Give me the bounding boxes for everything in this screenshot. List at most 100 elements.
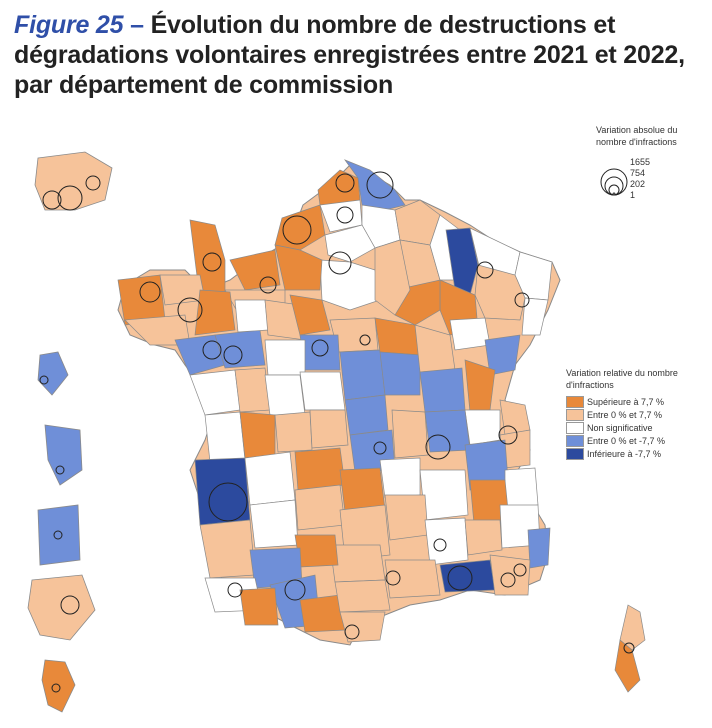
dept-calvados — [229, 249, 281, 291]
circle-bas-rhin — [514, 292, 530, 308]
circle-reunion — [60, 595, 80, 615]
dept-seine-et-marne — [374, 239, 411, 316]
legend-swatch-down — [566, 434, 584, 447]
dept-loire — [391, 409, 429, 459]
dept-creuse — [309, 409, 349, 449]
legend-abs-value-754: 754 — [630, 168, 646, 178]
circle-alpes-maritimes — [500, 572, 516, 588]
circle-maine-et-loire — [223, 345, 243, 365]
dept-vienne — [264, 374, 306, 416]
legend-absolute: Variation absolue du nombre d'infraction… — [596, 124, 706, 148]
legend-label-strong-down: Inférieure à -7,7 % — [587, 448, 662, 459]
dept-correze — [294, 447, 346, 491]
legend-circle-1655 — [600, 168, 628, 196]
legend-relative-title: Variation relative du nombre d'infractio… — [566, 368, 678, 390]
dept-lot-et-garonne — [249, 499, 299, 549]
inset-reunion-north — [37, 504, 81, 566]
circle-corsica — [623, 642, 635, 654]
circle-sarthe — [259, 276, 277, 294]
title-text: Évolution du nombre de destructions et d… — [14, 11, 685, 99]
dept-charente — [239, 411, 276, 459]
legend-item-down: Entre 0 % et -7,7 % — [566, 434, 706, 447]
legend-label-ns: Non significative — [587, 422, 653, 433]
circle-var — [513, 563, 527, 577]
legend-label-strong-up: Supérieure à 7,7 % — [587, 396, 665, 407]
dept-mayenne — [234, 299, 269, 333]
dept-var — [489, 554, 531, 596]
legend-swatch-ns — [566, 421, 584, 434]
dept-saone-et-loire — [419, 367, 466, 413]
dept-haut-rhin — [521, 297, 549, 336]
dept-dordogne — [244, 451, 296, 506]
circle-puy-de-dome — [373, 441, 387, 455]
inset-guadeloupe — [34, 151, 113, 211]
dept-vaucluse — [464, 519, 503, 556]
circle-guadeloupe-1 — [42, 190, 62, 210]
circle-moselle — [476, 261, 494, 279]
variation-circles — [39, 171, 635, 693]
corsica-haute-corse — [619, 604, 646, 651]
circle-herault — [385, 570, 401, 586]
dept-haute-saone — [449, 317, 491, 351]
circle-reunion-north — [53, 530, 63, 540]
dept-lot — [294, 484, 346, 531]
circle-aude — [344, 624, 360, 640]
circle-nord — [366, 171, 394, 199]
dept-allier — [344, 394, 389, 436]
circle-gironde — [208, 482, 248, 522]
dept-charente-maritime — [204, 411, 246, 463]
legend-abs-value-1: 1 — [630, 190, 636, 200]
inset-guyane — [44, 424, 83, 486]
dept-ardeche — [419, 469, 469, 521]
circle-guadeloupe-3 — [85, 175, 101, 191]
department-regions — [117, 159, 553, 643]
dept-haute-vienne — [274, 411, 313, 453]
dept-landes — [199, 519, 256, 579]
circle-eure-et-loir — [311, 339, 329, 357]
legend-swatch-up — [566, 408, 584, 421]
dept-alpes-maritimes — [527, 527, 551, 569]
legend-item-strong-down: Inférieure à -7,7 % — [566, 447, 706, 460]
corsica-corse-du-sud — [614, 639, 641, 693]
dept-herault — [384, 559, 441, 599]
circle-martinique — [39, 375, 49, 385]
dept-deux-sevres — [234, 367, 271, 413]
legend-circle-754 — [604, 176, 624, 196]
dept-indre — [299, 371, 346, 411]
circle-ille-et-vilaine — [177, 297, 203, 323]
circle-guadeloupe-2 — [57, 185, 83, 211]
circle-paris — [328, 251, 352, 275]
title-dash: – — [123, 11, 151, 39]
dept-tarn — [329, 544, 386, 583]
circle-isere — [498, 425, 518, 445]
legend-abs-value-202: 202 — [630, 179, 646, 189]
dept-cher — [339, 349, 386, 401]
dept-meurthe-et-moselle — [445, 227, 479, 296]
legend-label-down: Entre 0 % et -7,7 % — [587, 435, 666, 446]
dept-ain — [464, 409, 501, 446]
legend-circle-1 — [612, 192, 616, 196]
legend-abs-circles — [600, 168, 628, 196]
circle-seine-maritime — [282, 215, 312, 245]
circle-haute-garonne — [284, 579, 306, 601]
circle-loiret — [359, 334, 371, 346]
legend-item-strong-up: Supérieure à 7,7 % — [566, 395, 706, 408]
dept-eure — [274, 244, 323, 291]
figure-label: Figure 25 — [14, 11, 124, 39]
dept-doubs — [484, 334, 521, 376]
dept-indre-et-loire — [264, 339, 306, 376]
legend-swatch-strong-up — [566, 395, 584, 408]
dept-rhone — [424, 409, 471, 453]
circle-pyrenees-atlantiques — [227, 582, 243, 598]
dept-ille-et-vilaine — [194, 289, 236, 336]
page-title: Figure 25 – Évolution du nombre de destr… — [14, 10, 704, 100]
circle-guyane — [55, 465, 65, 475]
circle-gard — [433, 538, 447, 552]
circle-somme — [336, 206, 354, 224]
dept-tarn-et-garonne — [294, 534, 339, 568]
legend-label-up: Entre 0 % et 7,7 % — [587, 409, 663, 420]
dept-hautes-alpes — [504, 467, 539, 511]
dept-aude — [334, 579, 391, 613]
dept-eure-et-loir — [289, 294, 331, 336]
